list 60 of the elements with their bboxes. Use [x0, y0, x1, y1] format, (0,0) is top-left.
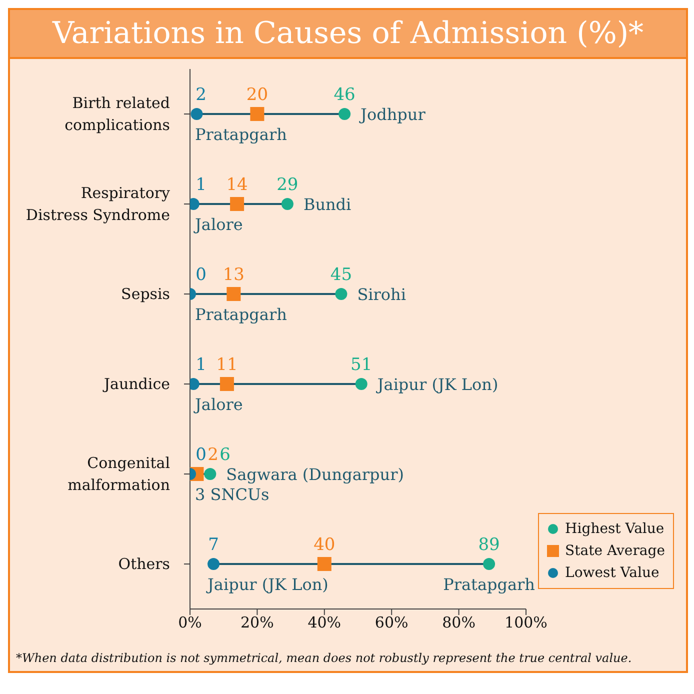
point	[230, 197, 244, 211]
data-label: 40	[314, 535, 336, 555]
x-tick-label: 0%	[178, 614, 202, 632]
data-label: 0	[196, 265, 206, 285]
annotation: Jaipur (JK Lon)	[206, 575, 328, 594]
text: *When data distribution is not symmetrical, mean does not robustly represent the true central value.	[15, 650, 633, 667]
y-tick-label: Sepsis	[121, 285, 170, 303]
data-label: 1	[196, 175, 206, 195]
annotation: Jalore	[193, 215, 243, 234]
annotation: Pratapgarh	[195, 305, 287, 324]
chart-title: Variations in Causes of Admission (%)*	[10, 10, 686, 59]
point	[483, 558, 496, 570]
point	[250, 107, 264, 121]
point	[317, 557, 332, 571]
annotation: Jalore	[193, 395, 243, 414]
x-tick-label: 80%	[442, 614, 476, 632]
data-label: 6	[220, 445, 230, 465]
y-tick-label: Jaundice	[102, 375, 170, 393]
legend-label: Highest Value	[565, 520, 664, 539]
annotation: Jodhpur	[358, 105, 426, 124]
point	[355, 378, 368, 390]
data-label: 45	[330, 265, 352, 285]
point	[204, 468, 216, 480]
data-label: 0	[196, 445, 206, 465]
y-tick-label: Congenital malformation	[68, 454, 170, 494]
annotation: Jaipur (JK Lon)	[375, 375, 498, 394]
x-tick-label: 40%	[308, 614, 342, 632]
legend-label: Lowest Value	[565, 564, 660, 583]
data-label: 14	[226, 175, 248, 195]
point	[281, 198, 294, 210]
y-tick-label: Others	[118, 555, 170, 573]
data-label: 1	[196, 355, 206, 375]
point	[335, 288, 348, 300]
data-label: 20	[246, 85, 268, 105]
data-label: 89	[478, 535, 500, 555]
annotation: Sirohi	[357, 285, 406, 304]
data-label: 46	[334, 85, 356, 105]
annotation: Bundi	[303, 195, 352, 214]
x-tick-label: 100%	[504, 614, 548, 632]
point	[338, 108, 351, 120]
legend-label: State Average	[565, 542, 665, 561]
annotation: 3 SNCUs	[195, 485, 270, 504]
annotation: Sagwara (Dungarpur)	[226, 465, 404, 484]
data-label: 29	[276, 175, 298, 195]
point	[226, 287, 241, 301]
data-label: 2	[208, 445, 218, 465]
annotation: Pratapgarh	[195, 125, 287, 144]
data-label: 51	[350, 355, 372, 375]
data-label: 7	[208, 535, 219, 555]
point	[208, 558, 220, 570]
data-label: 13	[222, 265, 244, 285]
annotation: Pratapgarh	[443, 575, 535, 594]
point	[190, 108, 203, 120]
x-tick-label: 20%	[240, 614, 274, 632]
data-label: 2	[196, 85, 206, 105]
data-label: 11	[216, 355, 238, 375]
y-tick-label: Respiratory Distress Syndrome	[26, 184, 171, 224]
point	[220, 377, 234, 391]
y-tick-label: Birth related complications	[64, 94, 170, 134]
x-tick-label: 60%	[374, 614, 408, 632]
